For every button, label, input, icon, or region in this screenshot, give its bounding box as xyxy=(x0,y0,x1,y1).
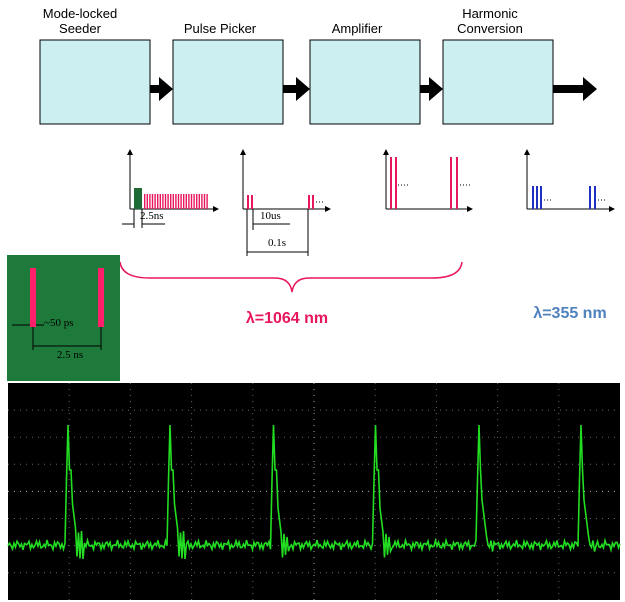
pulse xyxy=(193,194,194,209)
annotation: 0.1s xyxy=(268,237,286,249)
pulse xyxy=(201,194,202,209)
pulse xyxy=(147,194,148,209)
annotation: 2.5ns xyxy=(140,210,164,222)
pulse xyxy=(390,157,392,209)
pulse xyxy=(188,194,189,209)
pulse xyxy=(162,194,163,209)
dots xyxy=(316,185,606,202)
brace xyxy=(120,262,462,292)
arrow xyxy=(420,77,443,101)
pulse xyxy=(196,194,197,209)
diagram: Mode-locked Seeder Pulse Picker Amplifie… xyxy=(0,0,625,602)
pulse-train xyxy=(144,194,208,209)
pulse xyxy=(594,186,596,209)
pulse xyxy=(191,194,192,209)
stage-box xyxy=(443,40,553,124)
pulse xyxy=(536,186,538,209)
wavelength: λ=355 nm xyxy=(533,305,606,322)
annotation: 10us xyxy=(260,210,281,222)
pulse xyxy=(152,194,153,209)
stage-label: Amplifier xyxy=(332,21,383,36)
pulse xyxy=(167,194,168,209)
pulse xyxy=(157,194,158,209)
stage-label: Conversion xyxy=(457,21,523,36)
pulse xyxy=(186,194,187,209)
stage-box xyxy=(173,40,283,124)
pulse xyxy=(532,186,534,209)
pulse xyxy=(395,157,397,209)
stage-box xyxy=(40,40,150,124)
pulse xyxy=(173,194,174,209)
pulse xyxy=(170,194,171,209)
pulse xyxy=(199,194,200,209)
arrow xyxy=(283,77,310,101)
stage-label: Pulse Picker xyxy=(184,21,257,36)
pulse xyxy=(183,194,184,209)
annotation: ~50 ps xyxy=(44,317,73,329)
pulse xyxy=(30,268,36,327)
pulse xyxy=(247,195,249,209)
pulse xyxy=(204,194,205,209)
picked-pulses xyxy=(247,157,458,209)
stage-box xyxy=(310,40,420,124)
stage-label: Mode-locked xyxy=(43,6,117,21)
pulse xyxy=(456,157,458,209)
pulse xyxy=(149,194,150,209)
pulse xyxy=(589,186,591,209)
pulse xyxy=(308,195,310,209)
pulse xyxy=(206,194,207,209)
arrow xyxy=(553,77,597,101)
pulse xyxy=(251,195,253,209)
uv-pulses xyxy=(532,186,596,209)
pulse xyxy=(160,194,161,209)
stage-label: Harmonic xyxy=(462,6,518,21)
wavelength: λ=1064 nm xyxy=(246,310,328,327)
pulse xyxy=(98,268,104,327)
pulse xyxy=(154,194,155,209)
annotation: 2.5 ns xyxy=(57,349,83,361)
pulse xyxy=(165,194,166,209)
pulse xyxy=(178,194,179,209)
pulse xyxy=(144,194,145,209)
pulse xyxy=(175,194,176,209)
stage-label: Seeder xyxy=(59,21,102,36)
pulse xyxy=(450,157,452,209)
pulse xyxy=(180,194,181,209)
pulse xyxy=(540,186,542,209)
pulse xyxy=(312,195,314,209)
arrow xyxy=(150,77,173,101)
seed-block xyxy=(134,188,142,209)
